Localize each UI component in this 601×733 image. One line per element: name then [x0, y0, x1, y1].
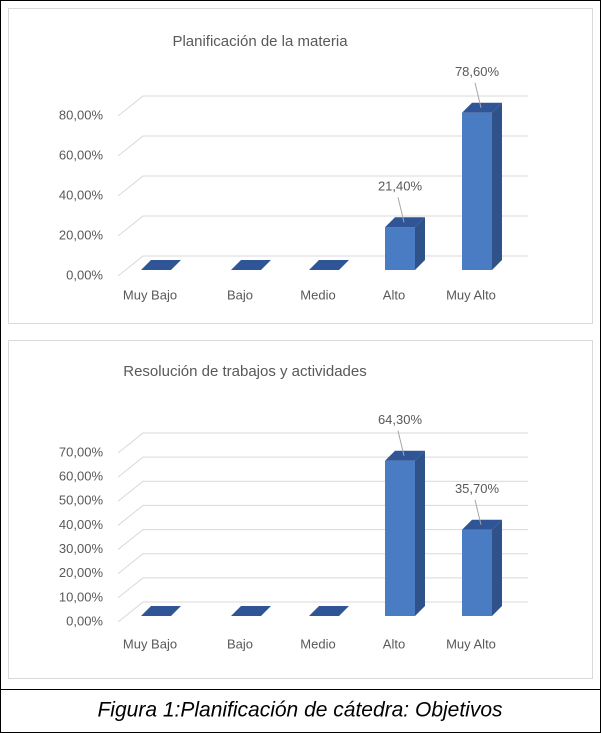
y-tick-label: 10,00% [59, 589, 104, 604]
label-leader [474, 82, 482, 108]
x-tick-label: Muy Alto [446, 636, 496, 651]
y-tick-label: 20,00% [59, 227, 104, 242]
x-tick-label: Muy Bajo [123, 636, 177, 651]
data-label: 21,40% [378, 179, 423, 194]
y-tick-label: 60,00% [59, 147, 104, 162]
bar-top [385, 217, 425, 228]
bar-side [415, 217, 425, 270]
x-tick-label: Muy Bajo [123, 287, 177, 302]
y-tick-label: 60,00% [59, 469, 104, 484]
y-tick-label: 0,00% [66, 613, 103, 628]
y-tick-label: 80,00% [59, 107, 104, 122]
chart-title: Resolución de trabajos y actividades [123, 363, 366, 380]
grid-line [117, 175, 528, 197]
y-tick-label: 20,00% [59, 565, 104, 580]
bar-front [462, 112, 492, 270]
x-tick-label: Medio [300, 287, 335, 302]
label-leader [474, 499, 482, 525]
bar-top [385, 450, 425, 461]
x-tick-label: Bajo [227, 287, 253, 302]
caption: Figura 1:Planificación de cátedra: Objet… [97, 699, 503, 722]
grid-line [117, 95, 528, 117]
data-label: 78,60% [455, 64, 500, 79]
y-tick-label: 0,00% [66, 267, 103, 282]
data-label: 35,70% [455, 481, 500, 496]
bar-top [462, 519, 502, 530]
x-tick-label: Muy Alto [446, 287, 496, 302]
bar-front [462, 529, 492, 616]
x-tick-label: Medio [300, 636, 335, 651]
x-tick-label: Alto [383, 636, 405, 651]
label-leader [397, 430, 405, 456]
bar-front [385, 227, 415, 270]
bar-side [492, 519, 502, 616]
bar-top [231, 260, 271, 270]
chart-title: Planificación de la materia [172, 33, 348, 50]
bar-top [462, 102, 502, 113]
grid-line [117, 135, 528, 157]
grid-line [117, 215, 528, 237]
label-leader [397, 197, 405, 223]
bar-top [141, 606, 181, 616]
bar-top [141, 260, 181, 270]
chart-box [8, 340, 593, 679]
bar-front [385, 460, 415, 616]
y-tick-label: 40,00% [59, 187, 104, 202]
bar-top [309, 606, 349, 616]
y-tick-label: 30,00% [59, 541, 104, 556]
bar-side [492, 102, 502, 270]
y-tick-label: 70,00% [59, 444, 104, 459]
bar-top [231, 606, 271, 616]
grid-line [117, 432, 528, 454]
y-tick-label: 40,00% [59, 517, 104, 532]
bar-top [309, 260, 349, 270]
x-tick-label: Alto [383, 287, 405, 302]
x-tick-label: Bajo [227, 636, 253, 651]
bar-side [415, 450, 425, 616]
data-label: 64,30% [378, 412, 423, 427]
y-tick-label: 50,00% [59, 493, 104, 508]
